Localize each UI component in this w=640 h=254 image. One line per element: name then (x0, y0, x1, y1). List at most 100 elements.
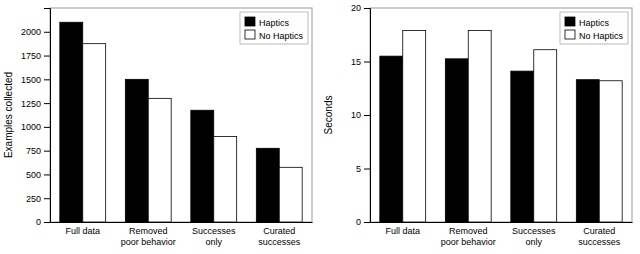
y-tick: 500 (26, 170, 50, 180)
bar (148, 98, 171, 222)
bar-series (403, 30, 622, 222)
y-tick-mark (44, 151, 50, 152)
x-axis-line (51, 222, 313, 223)
y-tick-mark (44, 198, 50, 199)
legend-item: No Haptics (565, 30, 624, 41)
x-tick-label: Full data (385, 226, 420, 236)
y-tick: 750 (26, 146, 50, 156)
x-tick-label-line: Successes (512, 226, 556, 236)
legend-label: No Haptics (579, 31, 624, 41)
x-tick: Successesonly (192, 226, 236, 246)
y-tick-mark (44, 79, 50, 80)
legend-swatch (245, 30, 255, 39)
x-tick-label-line: poor behavior (121, 237, 176, 247)
y-tick: 5 (356, 164, 370, 174)
chart-root: 025050075010001250150017502000Full dataR… (0, 0, 640, 254)
bars (60, 22, 302, 222)
legend-item: Haptics (565, 17, 610, 28)
bar (445, 59, 468, 222)
x-axis-line (371, 222, 633, 223)
legend-swatch (565, 17, 575, 26)
x-tick: Curatedsuccesses (258, 226, 301, 246)
bar (534, 50, 557, 222)
bar (214, 136, 237, 222)
x-axis: Full data Removedpoor behavior Successeson… (371, 223, 633, 247)
y-tick-label: 20 (351, 3, 361, 13)
y-tick-label: 2000 (21, 27, 41, 37)
bar (60, 22, 83, 222)
x-tick: Curatedsuccesses (578, 226, 621, 246)
bar (403, 30, 426, 222)
y-tick: 0 (356, 217, 370, 227)
y-tick-label: 0 (356, 217, 361, 227)
y-tick: 15 (351, 57, 370, 67)
bar (279, 167, 302, 222)
x-tick-label-line: Successes (192, 226, 236, 236)
x-tick-label-line: only (525, 237, 542, 247)
legend-swatch (565, 30, 575, 39)
legend: Haptics No Haptics (560, 12, 628, 44)
y-axis: 0 5 10 15 20 (351, 3, 371, 227)
legend-box (560, 12, 628, 44)
y-tick-mark (44, 103, 50, 104)
x-tick: Successesonly (512, 226, 556, 246)
panel: 025050075010001250150017502000Full dataR… (3, 8, 313, 247)
y-tick-label: 500 (26, 170, 41, 180)
y-tick: 1000 (21, 122, 50, 132)
x-tick-label-line: Curated (263, 226, 295, 236)
x-tick-label-line: Removed (129, 226, 168, 236)
x-tick-label: Successesonly (192, 226, 236, 246)
x-tick-label-line: Curated (583, 226, 615, 236)
x-tick: Full data (385, 226, 420, 236)
y-tick-mark (44, 56, 50, 57)
y-tick-mark (364, 169, 370, 170)
y-axis-title: Seconds (323, 96, 334, 135)
plot-frame (370, 8, 632, 222)
y-tick-mark (364, 62, 370, 63)
y-tick-label: 15 (351, 57, 361, 67)
legend-box (240, 12, 308, 44)
y-tick-label: 1750 (21, 51, 41, 61)
y-tick-label: 5 (356, 164, 361, 174)
x-tick: Removedpoor behavior (441, 226, 496, 246)
y-tick: 1500 (21, 75, 50, 85)
y-tick-mark (44, 32, 50, 33)
y-tick-label: 1000 (21, 122, 41, 132)
bar-series (83, 44, 302, 222)
x-tick-label: Successesonly (512, 226, 556, 246)
x-tick: Removedpoor behavior (121, 226, 176, 246)
y-tick-label: 250 (26, 194, 41, 204)
y-tick-label: 750 (26, 146, 41, 156)
y-tick-mark (364, 115, 370, 116)
x-tick-label-line: only (205, 237, 222, 247)
y-tick: 20 (351, 3, 370, 13)
y-tick-mark (364, 8, 370, 9)
x-tick-label-line: Removed (449, 226, 488, 236)
x-tick: Full data (65, 226, 100, 236)
legend-item: Haptics (245, 17, 290, 28)
y-tick: 1750 (21, 51, 50, 61)
y-tick: 10 (351, 110, 370, 120)
x-tick-label-line: Full data (385, 226, 420, 236)
y-tick: 0 (36, 217, 50, 227)
y-tick-mark (44, 174, 50, 175)
y-axis-title: Examples collected (3, 72, 14, 158)
legend: Haptics No Haptics (240, 12, 308, 44)
x-tick-label: Removedpoor behavior (121, 226, 176, 246)
bar (599, 81, 622, 222)
bar (511, 71, 534, 222)
y-axis: 025050075010001250150017502000 (21, 9, 51, 228)
bar (83, 44, 106, 222)
bar-series (60, 22, 279, 222)
bar (380, 56, 403, 222)
x-tick-label-line: Full data (65, 226, 100, 236)
bar (256, 148, 279, 222)
bar (191, 110, 214, 222)
x-tick-label-line: poor behavior (441, 237, 496, 247)
y-tick: 250 (26, 194, 50, 204)
bar (125, 79, 148, 222)
y-tick-mark (364, 222, 370, 223)
legend-label: No Haptics (259, 31, 304, 41)
panel: 0 5 10 15 20 Full data Removedpoor behavior Suc… (323, 3, 633, 246)
bars (380, 30, 622, 222)
